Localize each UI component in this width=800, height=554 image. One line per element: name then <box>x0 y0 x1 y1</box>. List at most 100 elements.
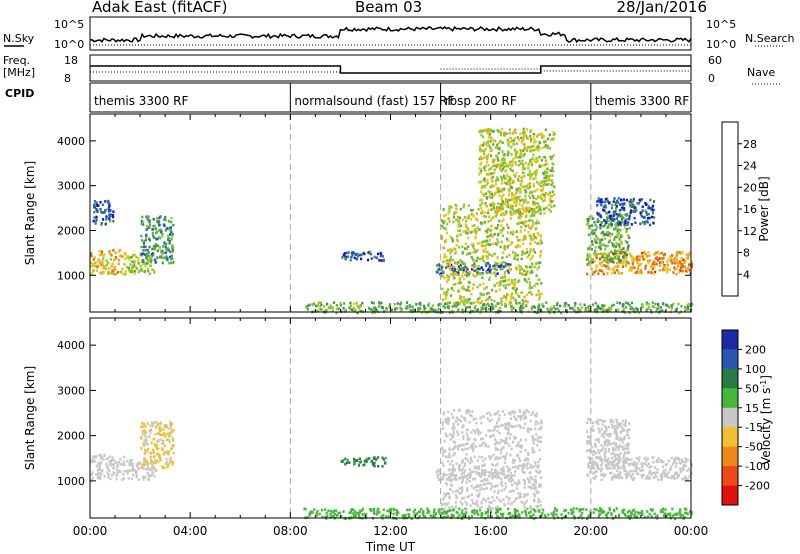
data-cell <box>588 418 592 421</box>
data-cell <box>105 259 108 263</box>
data-cell <box>154 261 157 264</box>
data-cell <box>93 455 96 458</box>
data-cell <box>151 255 154 258</box>
data-cell <box>500 133 503 137</box>
data-cell <box>367 306 371 310</box>
data-cell <box>143 433 146 436</box>
data-cell <box>597 252 600 256</box>
data-cell <box>440 476 443 479</box>
data-cell <box>323 305 326 308</box>
data-cell <box>509 217 513 220</box>
data-cell <box>610 304 613 308</box>
data-cell <box>435 470 438 474</box>
data-cell <box>413 308 416 311</box>
data-cell <box>148 429 152 433</box>
data-cell <box>567 511 570 515</box>
data-cell <box>539 261 542 264</box>
data-cell <box>128 269 131 272</box>
data-cell <box>437 263 441 266</box>
data-cell <box>105 215 108 218</box>
data-cell <box>480 416 483 419</box>
freq-tick: 18 <box>64 54 78 67</box>
data-cell <box>482 144 485 147</box>
data-cell <box>458 268 461 271</box>
data-cell <box>591 231 594 234</box>
data-cell <box>484 202 487 205</box>
data-cell <box>475 511 479 515</box>
data-cell <box>489 146 492 149</box>
data-cell <box>503 202 506 206</box>
data-cell <box>459 224 463 228</box>
data-cell <box>388 510 391 513</box>
data-cell <box>470 231 473 234</box>
data-cell <box>679 269 682 272</box>
data-cell <box>455 478 458 481</box>
data-cell <box>110 272 114 275</box>
data-cell <box>671 254 674 257</box>
data-cell <box>492 206 495 210</box>
data-cell <box>473 455 476 459</box>
data-cell <box>361 507 365 511</box>
data-cell <box>459 500 462 504</box>
data-cell <box>657 302 660 306</box>
data-cell <box>534 176 537 180</box>
data-cell <box>143 439 146 442</box>
data-cell <box>515 197 518 201</box>
data-cell <box>533 284 536 288</box>
data-cell <box>601 423 604 426</box>
data-cell <box>505 212 508 215</box>
data-cell <box>615 456 618 460</box>
data-cell <box>528 187 531 190</box>
data-cell <box>509 198 512 201</box>
data-cell <box>352 512 355 516</box>
data-cell <box>645 255 649 258</box>
data-cell <box>373 309 376 313</box>
data-cell <box>537 261 540 265</box>
data-cell <box>532 201 535 205</box>
data-cell <box>141 429 144 433</box>
data-cell <box>478 130 481 134</box>
data-cell <box>154 258 157 262</box>
data-cell <box>477 465 480 468</box>
data-cell <box>150 441 153 445</box>
data-cell <box>496 302 499 305</box>
data-cell <box>616 423 619 426</box>
data-cell <box>616 309 619 312</box>
data-cell <box>317 304 320 307</box>
data-cell <box>686 469 689 472</box>
data-cell <box>461 486 464 489</box>
data-cell <box>504 296 508 299</box>
data-cell <box>478 157 481 161</box>
data-cell <box>624 262 627 265</box>
data-cell <box>586 421 589 424</box>
data-cell <box>613 269 616 272</box>
data-cell <box>660 508 663 512</box>
data-cell <box>681 514 684 517</box>
data-cell <box>117 258 121 262</box>
data-cell <box>640 198 643 201</box>
data-cell <box>442 511 445 514</box>
data-cell <box>633 206 636 209</box>
freq-trace <box>90 65 691 74</box>
data-cell <box>443 503 446 506</box>
data-cell <box>645 301 648 305</box>
data-cell <box>540 241 543 245</box>
data-cell <box>507 467 510 470</box>
data-cell <box>132 265 135 269</box>
data-cell <box>690 261 693 264</box>
data-cell <box>506 269 509 272</box>
data-cell <box>644 209 647 212</box>
data-cell <box>170 220 173 224</box>
data-cell <box>535 274 538 277</box>
data-cell <box>550 205 553 208</box>
data-cell <box>478 488 481 492</box>
data-cell <box>356 311 359 315</box>
data-cell <box>125 469 128 473</box>
data-cell <box>597 419 600 422</box>
data-cell <box>512 197 515 200</box>
data-cell <box>676 512 679 516</box>
data-cell <box>116 271 119 274</box>
data-cell <box>635 307 638 310</box>
data-cell <box>668 268 671 272</box>
data-cell <box>140 437 143 440</box>
